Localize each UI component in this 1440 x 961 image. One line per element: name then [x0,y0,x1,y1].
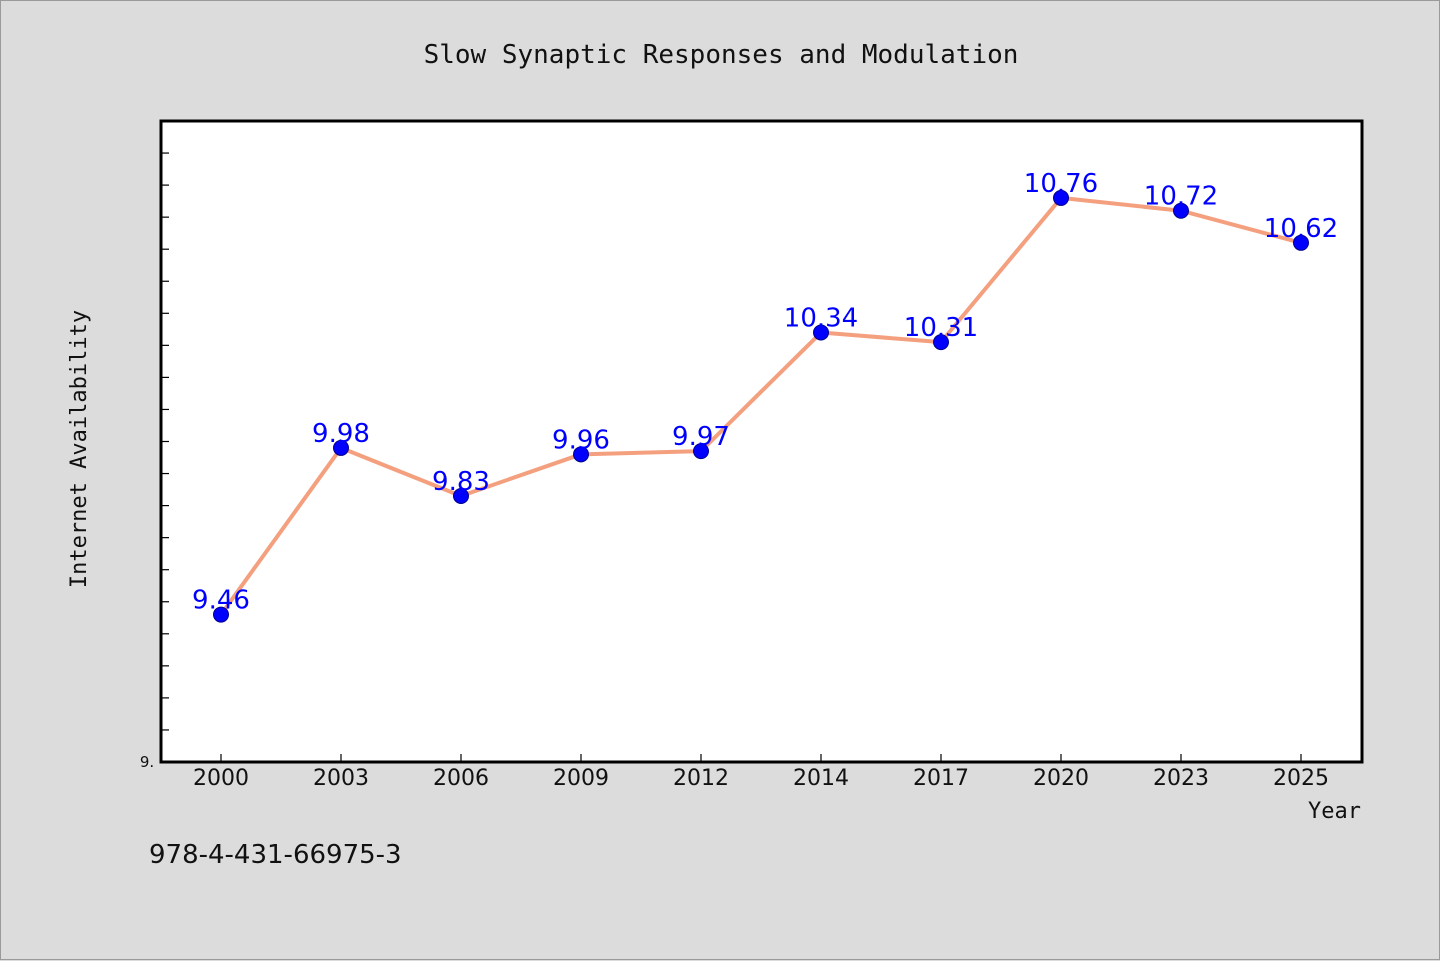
x-tick-label: 2003 [313,766,369,791]
data-labels: 9.46 9.98 9.83 9.96 9.97 10.34 10.31 10.76 10.72… [192,169,1338,616]
data-label: 9.83 [432,467,490,497]
data-label: 9.96 [552,425,610,455]
data-point [1053,189,1069,206]
x-tick-label: 2017 [913,766,969,791]
chart-title: Slow Synaptic Responses and Modulation [424,40,1019,70]
y-axis-label: Internet Availability [67,310,92,588]
data-point [213,606,229,623]
series-markers [213,189,1309,623]
x-tick-label: 2025 [1273,766,1329,791]
data-label: 9.97 [672,422,730,452]
x-tick-label: 2000 [193,766,249,791]
data-point [333,439,349,456]
x-tick-label: 2009 [553,766,609,791]
x-axis-label: Year [1308,799,1361,824]
data-label: 10.76 [1024,169,1098,199]
x-axis-ticks: 2000 2003 2006 2009 2012 2014 2017 2020 2023 2025 [193,754,1329,791]
data-point [813,324,829,341]
y-tick-label: 9. [140,753,154,771]
data-point [1293,234,1309,251]
data-point [453,487,469,504]
data-point [573,446,589,463]
data-label: 10.62 [1264,214,1338,244]
x-tick-label: 2006 [433,766,489,791]
plot-border [159,119,1364,764]
data-point [1173,202,1189,219]
data-point [933,334,949,351]
data-label: 10.34 [784,304,858,334]
data-label: 9.46 [192,586,250,616]
series-line [219,195,1302,616]
plot-area [161,121,1362,762]
footer-code: 978-4-431-66975-3 [149,840,402,870]
data-label: 10.31 [904,313,978,343]
x-tick-label: 2014 [793,766,849,791]
data-label: 10.72 [1144,182,1218,212]
x-tick-label: 2020 [1033,766,1089,791]
x-tick-label: 2023 [1153,766,1209,791]
data-label: 9.98 [312,419,370,449]
data-point [693,443,709,460]
x-tick-label: 2012 [673,766,729,791]
